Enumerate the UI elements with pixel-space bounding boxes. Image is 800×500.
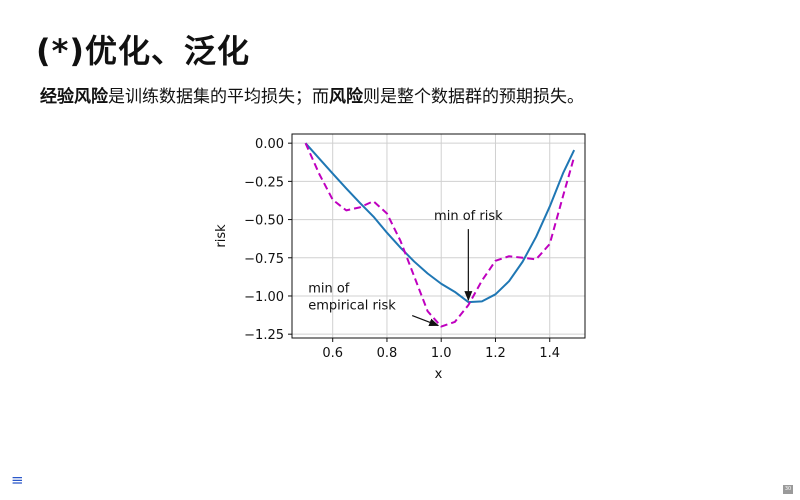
description-text-2: 则是整个数据群的预期损失。: [363, 87, 584, 107]
annotation-min-empirical-line1: min of: [308, 282, 350, 297]
x-tick-label: 1.2: [485, 346, 506, 361]
term-risk: 风险: [329, 87, 363, 107]
menu-icon[interactable]: ≡: [11, 471, 24, 489]
x-axis-label: x: [435, 367, 443, 382]
x-tick-label: 1.4: [539, 346, 560, 361]
slide-description: 经验风险是训练数据集的平均损失；而风险则是整个数据群的预期损失。: [40, 82, 584, 107]
term-empirical-risk: 经验风险: [40, 87, 108, 107]
y-axis-label: risk: [214, 224, 229, 248]
y-tick-label: −1.00: [244, 290, 284, 305]
x-tick-label: 0.8: [377, 346, 398, 361]
annotation-min-risk: min of risk: [434, 209, 503, 224]
description-text-1: 是训练数据集的平均损失；而: [108, 87, 329, 107]
y-tick-label: −0.75: [244, 252, 284, 267]
y-tick-label: −0.25: [244, 175, 284, 190]
annotation-min-empirical-arrow: [412, 316, 438, 326]
annotation-min-empirical-line2: empirical risk: [308, 299, 396, 314]
y-tick-label: −1.25: [244, 328, 284, 343]
x-tick-label: 1.0: [431, 346, 452, 361]
risk-chart: 0.6 0.8 1.0 1.2 1.4 0.00 −0.25 −0.50 −0.75 −1.00 −…: [205, 125, 595, 387]
y-tick-label: 0.00: [255, 137, 284, 152]
slide-title: (*)优化、泛化: [36, 26, 250, 72]
page-number-badge: 30: [783, 485, 793, 494]
y-tick-label: −0.50: [244, 214, 284, 229]
x-tick-label: 0.6: [322, 346, 343, 361]
